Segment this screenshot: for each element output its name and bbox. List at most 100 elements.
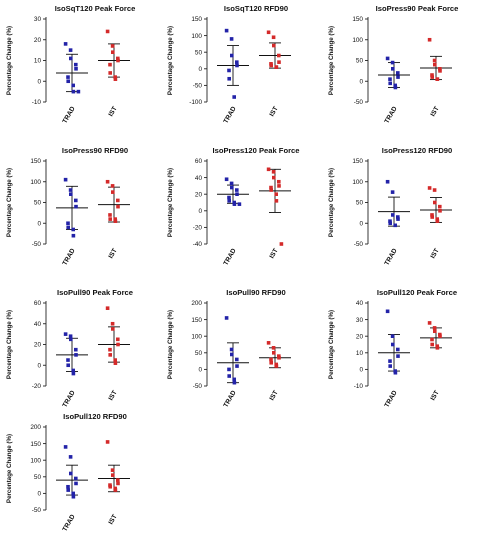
y-tick-label: 150 bbox=[30, 158, 41, 165]
data-point-trad bbox=[232, 95, 236, 99]
data-point-ist bbox=[113, 219, 118, 223]
data-point-ist bbox=[427, 37, 432, 42]
y-tick-label: 0 bbox=[359, 367, 363, 374]
data-point-trad bbox=[74, 347, 78, 352]
data-point-trad bbox=[227, 374, 231, 378]
data-point-ist bbox=[105, 306, 110, 310]
data-point-trad bbox=[69, 337, 73, 342]
data-point-ist bbox=[266, 30, 271, 35]
data-point-trad bbox=[390, 60, 395, 65]
y-tick-label: 50 bbox=[34, 200, 42, 207]
data-point-trad bbox=[391, 67, 395, 71]
y-tick-label: 50 bbox=[195, 49, 203, 56]
y-tick-label: 200 bbox=[191, 300, 202, 307]
data-point-trad bbox=[66, 363, 70, 368]
category-label: TRAD bbox=[384, 389, 399, 409]
data-point-ist bbox=[271, 346, 276, 350]
data-point-trad bbox=[393, 85, 398, 90]
category-label: TRAD bbox=[223, 247, 238, 267]
data-point-trad bbox=[393, 83, 397, 88]
y-tick-label: -40 bbox=[193, 241, 203, 248]
data-point-ist bbox=[430, 213, 434, 217]
category-label: IST bbox=[430, 106, 441, 118]
data-point-ist bbox=[113, 488, 118, 492]
y-tick-label: 40 bbox=[195, 175, 203, 182]
data-point-trad bbox=[235, 357, 239, 362]
y-tick-label: 60 bbox=[195, 158, 203, 165]
y-tick-label: -20 bbox=[193, 225, 203, 232]
y-axis-label: Percentage Change (%) bbox=[328, 310, 335, 379]
data-point-trad bbox=[396, 354, 400, 358]
data-point-ist bbox=[430, 215, 434, 219]
data-point-trad bbox=[396, 75, 400, 79]
category-label: IST bbox=[269, 390, 280, 402]
data-point-ist bbox=[272, 43, 276, 48]
data-point-ist bbox=[113, 361, 118, 365]
data-point-trad bbox=[396, 347, 400, 352]
data-point-ist bbox=[113, 217, 117, 221]
y-tick-label: 0 bbox=[198, 367, 202, 374]
y-tick-label: 0 bbox=[37, 78, 41, 85]
data-point-trad bbox=[74, 353, 78, 357]
data-point-trad bbox=[388, 359, 392, 363]
data-point-ist bbox=[108, 213, 112, 217]
category-label: TRAD bbox=[62, 389, 77, 409]
category-label: TRAD bbox=[223, 105, 238, 125]
y-axis-label: Percentage Change (%) bbox=[6, 434, 13, 503]
data-point-trad bbox=[232, 377, 236, 382]
category-label: TRAD bbox=[62, 513, 77, 533]
data-point-trad bbox=[388, 364, 392, 368]
y-tick-label: 0 bbox=[198, 66, 202, 73]
data-point-ist bbox=[271, 35, 276, 40]
category-label: IST bbox=[269, 106, 280, 118]
y-tick-label: 20 bbox=[356, 333, 364, 340]
data-point-ist bbox=[108, 484, 112, 489]
data-point-trad bbox=[66, 75, 70, 79]
data-point-ist bbox=[430, 337, 434, 342]
data-point-trad bbox=[68, 455, 73, 459]
category-label: IST bbox=[430, 248, 441, 260]
data-point-trad bbox=[63, 177, 68, 182]
y-tick-label: -50 bbox=[32, 241, 42, 248]
chart-svg: IsoSqT120 Peak Force Percentage Change (%… bbox=[6, 4, 135, 125]
data-point-ist bbox=[435, 219, 440, 223]
data-point-ist bbox=[266, 341, 271, 345]
y-tick-label: 0 bbox=[359, 220, 363, 227]
y-tick-label: 0 bbox=[198, 208, 202, 215]
data-point-trad bbox=[74, 198, 78, 203]
chart-svg: IsoPress120 Peak Force Percentage Change … bbox=[167, 146, 299, 267]
chart-svg: IsoPress90 Peak Force Percentage Change (… bbox=[328, 4, 458, 125]
data-point-ist bbox=[111, 473, 115, 477]
y-axis-label: Percentage Change (%) bbox=[167, 168, 174, 237]
data-point-ist bbox=[274, 199, 279, 203]
data-point-trad bbox=[71, 371, 76, 376]
data-point-ist bbox=[108, 353, 112, 357]
data-point-trad bbox=[388, 77, 392, 81]
data-point-ist bbox=[111, 327, 115, 331]
chart-svg: IsoPress90 RFD90 Percentage Change (%) -50… bbox=[6, 146, 130, 267]
data-point-ist bbox=[116, 342, 120, 347]
y-tick-label: 0 bbox=[359, 78, 363, 85]
data-point-ist bbox=[105, 179, 110, 184]
y-tick-label: 0 bbox=[37, 220, 41, 227]
data-point-trad bbox=[74, 481, 78, 486]
chart-svg: IsoPull90 RFD90 Percentage Change (%) -50 0… bbox=[167, 288, 291, 409]
chart-title: IsoSqT120 RFD90 bbox=[224, 4, 288, 13]
data-point-trad bbox=[63, 445, 68, 449]
data-point-ist bbox=[272, 175, 276, 180]
data-point-trad bbox=[229, 347, 234, 352]
chart-isopull120-peak-force: IsoPull120 Peak Force Percentage Change (… bbox=[322, 284, 483, 421]
data-point-trad bbox=[229, 181, 234, 186]
category-label: TRAD bbox=[384, 105, 399, 125]
category-label: IST bbox=[269, 248, 280, 260]
data-point-ist bbox=[116, 198, 120, 203]
y-tick-label: -20 bbox=[32, 383, 42, 390]
data-point-ist bbox=[116, 478, 120, 482]
data-point-ist bbox=[277, 60, 281, 64]
data-point-trad bbox=[227, 195, 231, 200]
chart-title: IsoPull120 Peak Force bbox=[377, 288, 457, 297]
data-point-trad bbox=[235, 60, 239, 64]
data-point-trad bbox=[69, 56, 73, 61]
y-tick-label: 100 bbox=[191, 333, 202, 340]
y-tick-label: 0 bbox=[37, 491, 41, 498]
